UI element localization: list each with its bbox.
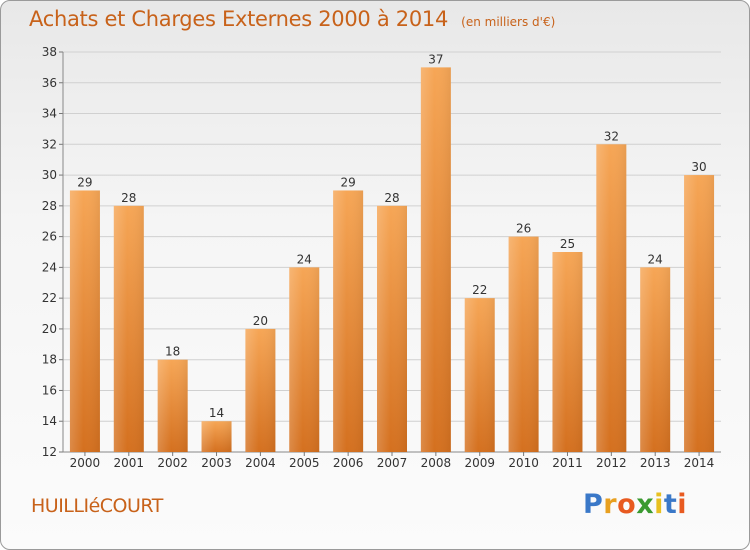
y-tick-label: 26 [42,230,57,244]
bar-shine [201,421,232,452]
town-name: HUILLIéCOURT [31,495,163,517]
y-tick-label: 16 [42,383,57,397]
bar-shine [289,267,320,452]
bar-value-label: 26 [516,222,531,236]
bar-shine [596,144,627,453]
y-tick-label: 22 [42,291,57,305]
bar-value-label: 28 [384,191,399,205]
y-tick-label: 20 [42,322,57,336]
bar-shine [245,328,276,452]
logo-letter: r [603,489,618,520]
y-tick-label: 24 [42,260,57,274]
bar-shine [157,359,188,452]
logo-letter: x [636,489,655,520]
bar-value-label: 22 [472,283,487,297]
x-tick-label: 2008 [421,456,452,470]
bar-value-label: 30 [691,160,706,174]
bar-value-label: 29 [340,175,355,189]
y-tick-label: 34 [42,107,57,121]
y-tick-label: 38 [42,45,57,59]
bar-shine [69,190,100,452]
bar-value-label: 32 [604,129,619,143]
y-tick-label: 30 [42,168,57,182]
logo-letter: t [663,489,678,520]
bar-shine [684,175,715,453]
bar-shine [420,67,451,452]
bar-shine [113,205,144,452]
y-tick-label: 28 [42,199,57,213]
bar-value-label: 14 [209,406,224,420]
bar-value-label: 37 [428,52,443,66]
y-tick-label: 36 [42,76,57,90]
logo-letter: i [654,489,664,520]
bar-value-label: 29 [77,175,92,189]
x-tick-label: 2006 [333,456,364,470]
chart-subtitle: (en milliers d'€) [461,15,556,29]
bar-value-label: 20 [253,314,268,328]
x-tick-label: 2007 [377,456,408,470]
bar-value-label: 25 [560,237,575,251]
x-tick-label: 2009 [464,456,495,470]
proxiti-logo: Proxiti [583,489,687,520]
chart-title: Achats et Charges Externes 2000 à 2014 [29,7,449,31]
logo-letter: P [583,489,604,520]
x-tick-label: 2000 [70,456,101,470]
x-tick-label: 2014 [684,456,715,470]
x-tick-label: 2010 [508,456,539,470]
bar-shine [464,298,495,452]
bar-value-label: 24 [648,252,663,266]
x-tick-label: 2013 [640,456,671,470]
x-tick-label: 2002 [157,456,188,470]
bar-shine [377,205,407,452]
x-tick-label: 2004 [245,456,276,470]
logo-letter: i [677,489,688,520]
x-tick-label: 2011 [552,456,583,470]
bar-shine [333,190,364,452]
bar-value-label: 24 [297,252,312,266]
title-row: Achats et Charges Externes 2000 à 2014 (… [29,7,555,31]
y-tick-label: 14 [42,414,57,428]
x-tick-label: 2001 [114,456,145,470]
bar-value-label: 28 [121,191,136,205]
bar-shine [508,236,539,452]
y-tick-label: 18 [42,353,57,367]
x-tick-label: 2012 [596,456,627,470]
y-tick-label: 32 [42,137,57,151]
bar-value-label: 18 [165,345,180,359]
bar-shine [640,267,671,452]
x-tick-label: 2003 [201,456,232,470]
x-tick-label: 2005 [289,456,320,470]
y-tick-label: 12 [42,445,57,459]
logo-letter: o [617,489,637,520]
bar-shine [552,252,583,452]
